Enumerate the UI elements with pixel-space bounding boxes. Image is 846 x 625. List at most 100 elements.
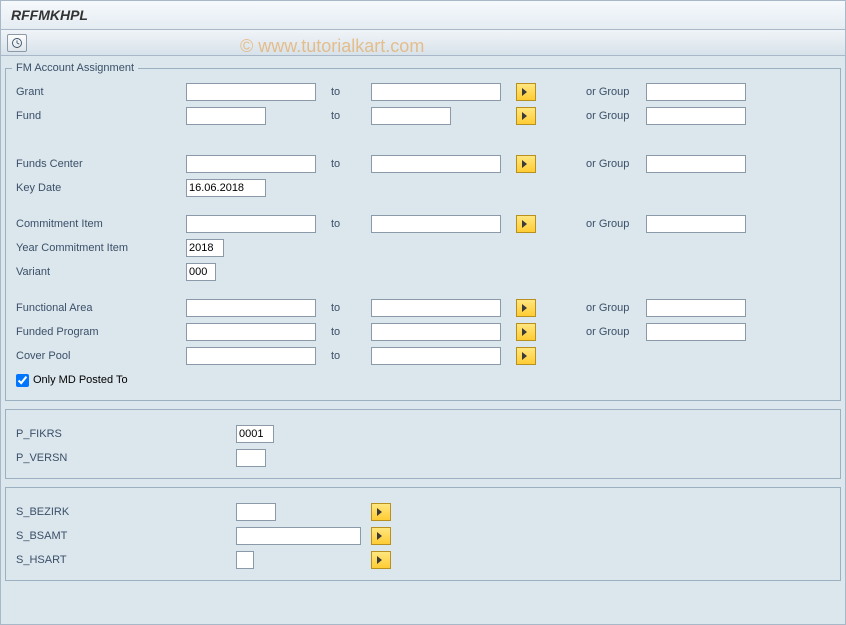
grant-to-label: to bbox=[331, 86, 371, 98]
fund-label: Fund bbox=[16, 110, 186, 122]
row-sbsamt: S_BSAMT bbox=[16, 524, 830, 548]
parameters-group: P_FIKRS P_VERSN bbox=[5, 409, 841, 479]
row-grant: Grant to or Group bbox=[16, 80, 830, 104]
variant-input[interactable] bbox=[186, 263, 216, 281]
selection-group: S_BEZIRK S_BSAMT S_HSART bbox=[5, 487, 841, 581]
functional-area-to-label: to bbox=[331, 302, 371, 314]
cover-pool-to-input[interactable] bbox=[371, 347, 501, 365]
functional-area-to-input[interactable] bbox=[371, 299, 501, 317]
row-functional-area: Functional Area to or Group bbox=[16, 296, 830, 320]
funded-program-multi-select-button[interactable] bbox=[516, 323, 536, 341]
fm-account-assignment-group: FM Account Assignment Grant to or Group … bbox=[5, 62, 841, 401]
arrow-right-icon bbox=[521, 87, 531, 97]
funded-program-group-label: or Group bbox=[566, 326, 646, 338]
commitment-item-to-label: to bbox=[331, 218, 371, 230]
row-pfikrs: P_FIKRS bbox=[16, 422, 830, 446]
only-md-label: Only MD Posted To bbox=[33, 374, 128, 386]
funded-program-from-input[interactable] bbox=[186, 323, 316, 341]
commitment-item-label: Commitment Item bbox=[16, 218, 186, 230]
row-fund: Fund to or Group bbox=[16, 104, 830, 128]
row-funds-center: Funds Center to or Group bbox=[16, 152, 830, 176]
clock-execute-icon bbox=[11, 37, 23, 49]
key-date-input[interactable] bbox=[186, 179, 266, 197]
arrow-right-icon bbox=[521, 351, 531, 361]
arrow-right-icon bbox=[521, 303, 531, 313]
commitment-item-from-input[interactable] bbox=[186, 215, 316, 233]
funds-center-from-input[interactable] bbox=[186, 155, 316, 173]
sbsamt-label: S_BSAMT bbox=[16, 530, 236, 542]
grant-group-input[interactable] bbox=[646, 83, 746, 101]
grant-group-label: or Group bbox=[566, 86, 646, 98]
pversn-input[interactable] bbox=[236, 449, 266, 467]
pfikrs-input[interactable] bbox=[236, 425, 274, 443]
grant-label: Grant bbox=[16, 86, 186, 98]
cover-pool-multi-select-button[interactable] bbox=[516, 347, 536, 365]
row-only-md: Only MD Posted To bbox=[16, 368, 830, 392]
key-date-label: Key Date bbox=[16, 182, 186, 194]
funds-center-to-input[interactable] bbox=[371, 155, 501, 173]
grant-to-input[interactable] bbox=[371, 83, 501, 101]
execute-button[interactable] bbox=[7, 34, 27, 52]
year-commitment-item-input[interactable] bbox=[186, 239, 224, 257]
row-variant: Variant bbox=[16, 260, 830, 284]
funded-program-to-input[interactable] bbox=[371, 323, 501, 341]
funds-center-to-label: to bbox=[331, 158, 371, 170]
sbsamt-input[interactable] bbox=[236, 527, 361, 545]
toolbar bbox=[0, 30, 846, 56]
cover-pool-label: Cover Pool bbox=[16, 350, 186, 362]
arrow-right-icon bbox=[521, 111, 531, 121]
sbezirk-multi-select-button[interactable] bbox=[371, 503, 391, 521]
fund-to-label: to bbox=[331, 110, 371, 122]
shsart-multi-select-button[interactable] bbox=[371, 551, 391, 569]
grant-multi-select-button[interactable] bbox=[516, 83, 536, 101]
arrow-right-icon bbox=[521, 219, 531, 229]
functional-area-group-input[interactable] bbox=[646, 299, 746, 317]
fund-group-input[interactable] bbox=[646, 107, 746, 125]
cover-pool-to-label: to bbox=[331, 350, 371, 362]
commitment-item-to-input[interactable] bbox=[371, 215, 501, 233]
fund-to-input[interactable] bbox=[371, 107, 451, 125]
fund-group-label: or Group bbox=[566, 110, 646, 122]
row-commitment-item: Commitment Item to or Group bbox=[16, 212, 830, 236]
grant-from-input[interactable] bbox=[186, 83, 316, 101]
only-md-checkbox[interactable] bbox=[16, 374, 29, 387]
shsart-input[interactable] bbox=[236, 551, 254, 569]
pversn-label: P_VERSN bbox=[16, 452, 236, 464]
shsart-label: S_HSART bbox=[16, 554, 236, 566]
row-cover-pool: Cover Pool to bbox=[16, 344, 830, 368]
funds-center-group-input[interactable] bbox=[646, 155, 746, 173]
fund-from-input[interactable] bbox=[186, 107, 266, 125]
funds-center-multi-select-button[interactable] bbox=[516, 155, 536, 173]
pfikrs-label: P_FIKRS bbox=[16, 428, 236, 440]
funds-center-group-label: or Group bbox=[566, 158, 646, 170]
year-commitment-item-label: Year Commitment Item bbox=[16, 242, 186, 254]
fm-legend: FM Account Assignment bbox=[12, 62, 138, 74]
functional-area-from-input[interactable] bbox=[186, 299, 316, 317]
funded-program-group-input[interactable] bbox=[646, 323, 746, 341]
funded-program-label: Funded Program bbox=[16, 326, 186, 338]
sbezirk-input[interactable] bbox=[236, 503, 276, 521]
row-key-date: Key Date bbox=[16, 176, 830, 200]
arrow-right-icon bbox=[376, 555, 386, 565]
sbezirk-label: S_BEZIRK bbox=[16, 506, 236, 518]
arrow-right-icon bbox=[376, 507, 386, 517]
funded-program-to-label: to bbox=[331, 326, 371, 338]
arrow-right-icon bbox=[376, 531, 386, 541]
functional-area-group-label: or Group bbox=[566, 302, 646, 314]
page-title: RFFMKHPL bbox=[0, 0, 846, 30]
functional-area-multi-select-button[interactable] bbox=[516, 299, 536, 317]
funds-center-label: Funds Center bbox=[16, 158, 186, 170]
commitment-item-group-label: or Group bbox=[566, 218, 646, 230]
arrow-right-icon bbox=[521, 327, 531, 337]
arrow-right-icon bbox=[521, 159, 531, 169]
row-sbezirk: S_BEZIRK bbox=[16, 500, 830, 524]
functional-area-label: Functional Area bbox=[16, 302, 186, 314]
commitment-item-multi-select-button[interactable] bbox=[516, 215, 536, 233]
row-shsart: S_HSART bbox=[16, 548, 830, 572]
fund-multi-select-button[interactable] bbox=[516, 107, 536, 125]
sbsamt-multi-select-button[interactable] bbox=[371, 527, 391, 545]
row-funded-program: Funded Program to or Group bbox=[16, 320, 830, 344]
cover-pool-from-input[interactable] bbox=[186, 347, 316, 365]
commitment-item-group-input[interactable] bbox=[646, 215, 746, 233]
row-pversn: P_VERSN bbox=[16, 446, 830, 470]
